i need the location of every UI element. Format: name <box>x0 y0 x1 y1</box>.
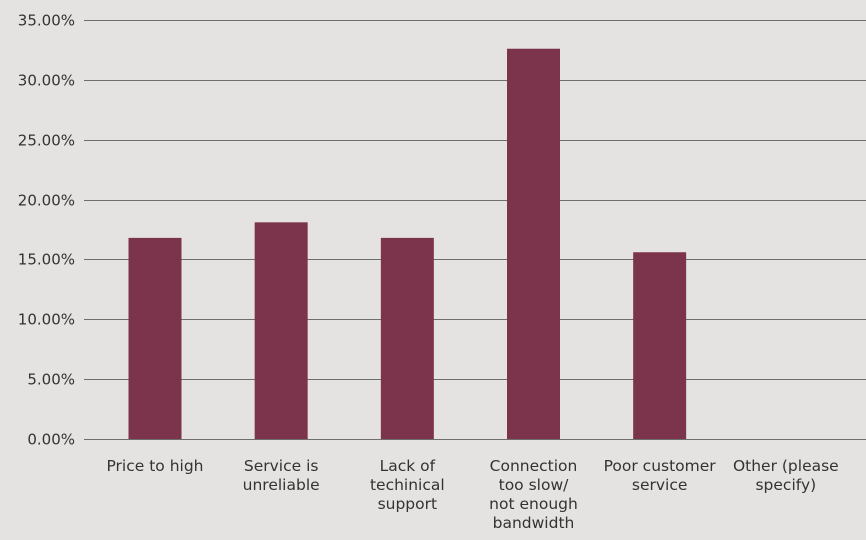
y-tick-label: 0.00% <box>27 431 75 449</box>
y-tick-label: 20.00% <box>18 192 75 210</box>
y-tick-label: 15.00% <box>18 251 75 269</box>
x-category-label: Connection too slow/not enough bandwidth <box>489 457 578 532</box>
bar <box>254 222 308 439</box>
bar <box>633 252 687 439</box>
bars <box>128 48 687 439</box>
y-tick-label: 30.00% <box>18 72 75 90</box>
gridlines <box>84 20 866 440</box>
y-tick-label: 10.00% <box>18 311 75 329</box>
y-tick-label: 5.00% <box>27 371 75 389</box>
x-category-label: Lack of techinical support <box>370 457 445 513</box>
y-axis-tick-labels: 0.00% 5.00% 10.00% 15.00% 20.00% 25.00% 30.00%… <box>18 12 75 449</box>
x-category-label: Price to high <box>106 457 203 475</box>
x-axis-category-labels: Price to high Service is unreliable Lack of… <box>106 457 838 532</box>
x-category-label: Other (please specify) <box>733 457 839 494</box>
bar <box>507 48 560 439</box>
y-tick-label: 25.00% <box>18 132 75 150</box>
bar <box>380 237 434 439</box>
x-category-label: Poor customer service <box>604 457 717 494</box>
bar <box>128 237 182 439</box>
x-category-label: Service is unreliable <box>243 457 320 494</box>
y-tick-label: 35.00% <box>18 12 75 30</box>
